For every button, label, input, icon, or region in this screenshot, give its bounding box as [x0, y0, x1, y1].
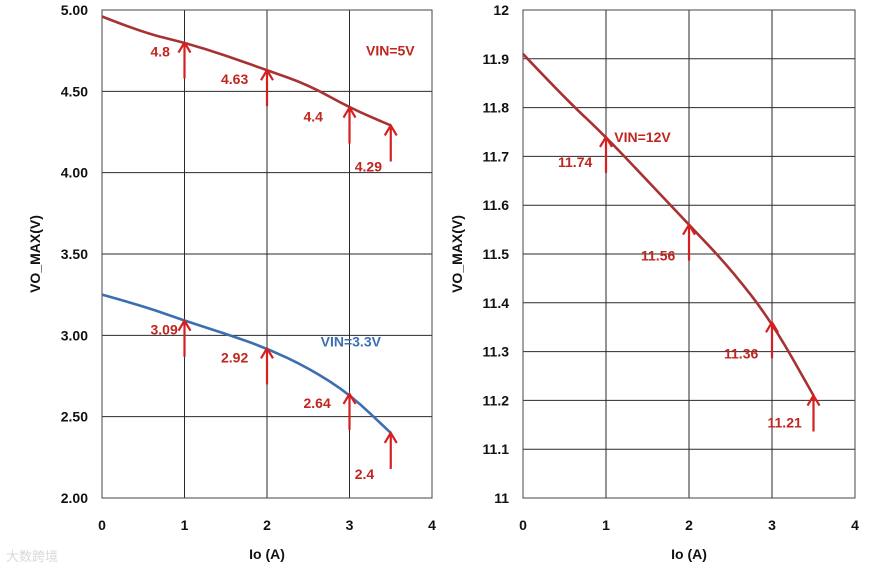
y-tick-label: 12	[493, 2, 509, 18]
data-label: 4.8	[151, 44, 171, 60]
x-tick-label: 1	[602, 517, 610, 533]
y-tick-label: 11.2	[483, 392, 510, 408]
x-tick-label: 2	[263, 517, 271, 533]
data-arrow-head	[765, 320, 779, 333]
series-line	[101, 293, 392, 434]
data-arrow-head	[260, 346, 274, 359]
series-line	[522, 53, 815, 397]
data-label: 11.56	[641, 248, 675, 264]
y-tick-label: 3.00	[61, 327, 88, 343]
data-arrow-head	[383, 430, 398, 444]
y-axis-label: VO_MAX(V)	[449, 215, 465, 293]
y-tick-label: 11.5	[483, 246, 510, 262]
y-tick-label: 5.00	[61, 2, 88, 18]
data-label: 3.09	[151, 322, 178, 338]
data-label: 2.64	[304, 395, 331, 411]
series-vin-5v: VIN=5V 4.8 4.63 4.4 4.29	[101, 15, 415, 174]
y-tick-label: 11	[494, 490, 509, 506]
y-tick-label: 11.9	[483, 51, 510, 67]
plot-frame	[101, 9, 433, 499]
data-label: 11.36	[724, 345, 758, 361]
x-tick-label: 3	[768, 517, 776, 533]
y-tick-label: 11.1	[483, 441, 510, 457]
data-arrow-head	[177, 318, 192, 332]
y-tick-label: 2.00	[61, 490, 88, 506]
x-tick-label: 4	[428, 517, 436, 533]
y-tick-label: 11.8	[483, 100, 510, 116]
plot-frame	[522, 9, 856, 499]
data-label: 4.4	[304, 109, 324, 125]
data-label: 4.63	[221, 71, 248, 87]
data-label: 11.74	[558, 154, 592, 170]
data-arrow-head	[342, 391, 357, 405]
data-label: 2.4	[355, 466, 375, 482]
chart-1: 0 1 2 3 4 2.00 2.50 3.00 3.50 4.00 4.50 5.00 Io (A) V…	[27, 2, 436, 562]
x-tick-label: 3	[346, 517, 354, 533]
x-tick-label: 0	[519, 517, 527, 533]
x-axis-label: Io (A)	[671, 546, 707, 562]
series-name-label: VIN=12V	[614, 129, 671, 145]
y-tick-label: 3.50	[61, 246, 88, 262]
x-tick-label: 4	[851, 517, 859, 533]
watermark: 大数跨境	[6, 549, 59, 564]
chart-2: 0 1 2 3 41111.111.211.311.411.511.611.711.81…	[449, 2, 859, 562]
y-tick-label: 4.50	[61, 83, 88, 99]
x-tick-label: 1	[181, 517, 189, 533]
y-axis-label: VO_MAX(V)	[27, 215, 43, 293]
data-arrow-head	[177, 40, 192, 54]
x-tick-label: 2	[685, 517, 693, 533]
y-tick-label: 11.7	[483, 148, 510, 164]
x-axis-label: Io (A)	[249, 546, 285, 562]
y-tick-label: 11.6	[483, 197, 510, 213]
data-arrow-head	[260, 68, 274, 81]
series-name-label: VIN=5V	[366, 43, 415, 59]
data-arrow-head	[806, 393, 821, 407]
data-label: 11.21	[768, 415, 802, 431]
series-vin-12v: VIN=12V 11.74 11.56 11.36 11.21	[522, 53, 821, 432]
x-tick-label: 0	[98, 517, 106, 533]
data-arrow-head	[599, 134, 613, 148]
data-arrow-head	[383, 123, 398, 137]
data-label: 4.29	[355, 158, 382, 174]
series-name-label: VIN=3.3V	[321, 334, 382, 350]
y-tick-label: 2.50	[61, 409, 88, 425]
y-tick-label: 11.4	[483, 295, 510, 311]
y-tick-label: 11.3	[483, 344, 510, 360]
series-vin-3-3v: VIN=3.3V 3.09 2.92 2.64 2.4	[101, 293, 398, 482]
data-label: 2.92	[221, 349, 248, 365]
y-tick-label: 4.00	[61, 165, 88, 181]
series-line	[101, 15, 392, 127]
data-arrow-head	[342, 105, 357, 119]
data-arrow-head	[682, 222, 696, 236]
